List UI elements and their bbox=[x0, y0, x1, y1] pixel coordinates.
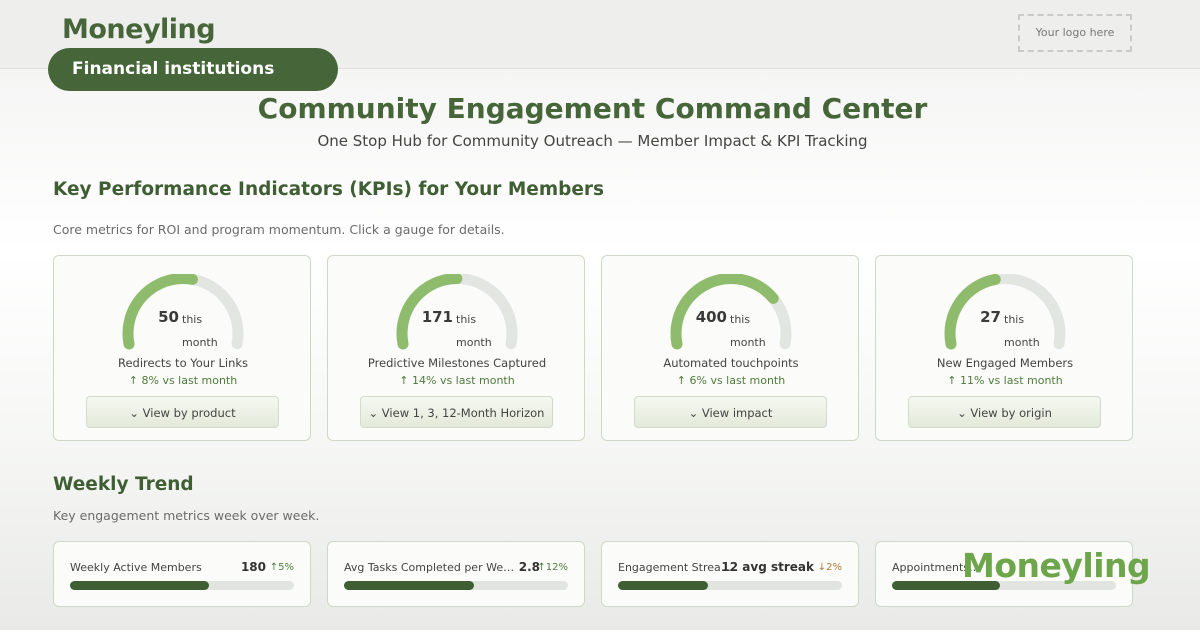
gauge[interactable] bbox=[392, 274, 522, 354]
trend-bar bbox=[344, 581, 568, 590]
kpi-card[interactable]: 400 this month Automated touchpoints ↑ 6% v… bbox=[601, 255, 859, 441]
section-heading: Key Performance Indicators (KPIs) for Yo… bbox=[53, 179, 605, 200]
trend-bar bbox=[618, 581, 842, 590]
trend-bar-fill bbox=[892, 581, 1000, 590]
kpi-change: ↑ 8% vs last month bbox=[128, 374, 238, 387]
section-heading: Weekly Trend bbox=[53, 474, 194, 495]
kpi-card[interactable]: 27 this month New Engaged Members ↑ 11% vs … bbox=[875, 255, 1133, 441]
gauge-arc bbox=[122, 274, 244, 350]
brand: Moneyling bbox=[62, 14, 216, 45]
kpi-change: ↑ 6% vs last month bbox=[676, 374, 786, 387]
kpi-button[interactable]: ⌄ View impact bbox=[634, 396, 827, 428]
trend-card: Appointments… bbox=[875, 541, 1133, 607]
kpi-label: New Engaged Members bbox=[936, 356, 1074, 370]
trend-card: Avg Tasks Completed per We… 2.8 ↑12% bbox=[327, 541, 585, 607]
trend-bar-fill bbox=[70, 581, 209, 590]
kpi-value: 27 bbox=[980, 308, 1001, 326]
segment-pill: Financial institutions bbox=[48, 48, 338, 91]
trend-bar-fill bbox=[618, 581, 708, 590]
trend-name: Appointments… bbox=[892, 561, 981, 574]
logo-placeholder: Your logo here bbox=[1018, 14, 1132, 52]
trend-card: Weekly Active Members 180 ↑5% bbox=[53, 541, 311, 607]
page-subtitle: One Stop Hub for Community Outreach — Me… bbox=[317, 132, 868, 150]
trend-name: Engagement Strea… bbox=[618, 561, 732, 574]
kpi-button[interactable]: ⌄ View 1, 3, 12-Month Horizon bbox=[360, 396, 553, 428]
kpi-value: 400 bbox=[695, 308, 727, 326]
trend-bar bbox=[892, 581, 1116, 590]
gauge-arc bbox=[944, 274, 1066, 350]
watermark: Moneyling bbox=[962, 546, 1151, 585]
gauge-arc bbox=[396, 274, 518, 350]
trend-card: Engagement Strea… 12 avg streak ↓2% bbox=[601, 541, 859, 607]
kpi-change: ↑ 14% vs last month bbox=[399, 374, 515, 387]
trend-value: 180 bbox=[240, 560, 266, 574]
trend-name: Weekly Active Members bbox=[70, 561, 202, 574]
kpi-label: Automated touchpoints bbox=[663, 356, 799, 370]
section-description: Key engagement metrics week over week. bbox=[53, 508, 320, 523]
kpi-button[interactable]: ⌄ View by product bbox=[86, 396, 279, 428]
trend-change: ↑5% bbox=[269, 562, 294, 573]
trend-change: ↓2% bbox=[817, 562, 842, 573]
trend-bar-fill bbox=[344, 581, 474, 590]
kpi-unit: this month bbox=[730, 313, 766, 349]
kpi-unit: this month bbox=[182, 313, 218, 349]
kpi-value: 171 bbox=[421, 308, 453, 326]
kpi-card[interactable]: 50 this month Redirects to Your Links ↑ 8% … bbox=[53, 255, 311, 441]
kpi-value: 50 bbox=[158, 308, 179, 326]
trend-value: 2.8 bbox=[518, 560, 540, 574]
gauge[interactable] bbox=[666, 274, 796, 354]
section-description: Core metrics for ROI and program momentu… bbox=[53, 222, 505, 237]
gauge[interactable] bbox=[118, 274, 248, 354]
kpi-unit: this month bbox=[456, 313, 492, 349]
trend-change: ↑12% bbox=[537, 562, 568, 573]
kpi-label: Predictive Milestones Captured bbox=[367, 356, 547, 370]
kpi-button[interactable]: ⌄ View by origin bbox=[908, 396, 1101, 428]
kpi-unit: this month bbox=[1004, 313, 1040, 349]
kpi-label: Redirects to Your Links bbox=[117, 356, 249, 370]
trend-name: Avg Tasks Completed per We… bbox=[344, 561, 515, 574]
trend-bar bbox=[70, 581, 294, 590]
kpi-card[interactable]: 171 this month Predictive Milestones Captu… bbox=[327, 255, 585, 441]
kpi-change: ↑ 11% vs last month bbox=[947, 374, 1063, 387]
page-title: Community Engagement Command Center bbox=[257, 92, 928, 125]
trend-value: 12 avg streak bbox=[721, 560, 814, 574]
gauge[interactable] bbox=[940, 274, 1070, 354]
gauge-arc bbox=[670, 274, 792, 350]
